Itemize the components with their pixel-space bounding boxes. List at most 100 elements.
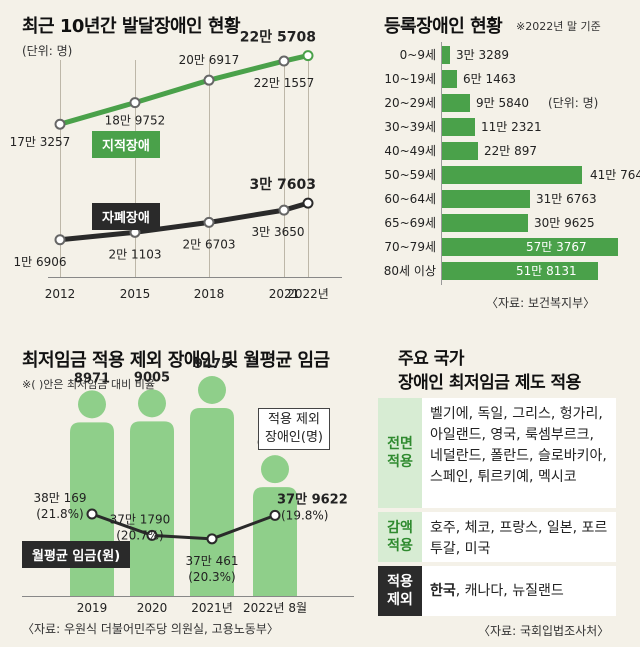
trend-x-axis <box>48 277 342 278</box>
person-figure <box>190 376 234 596</box>
trend-unit: (단위: 명) <box>22 44 73 58</box>
age-value: 22만 897 <box>484 144 538 158</box>
gridline <box>60 60 61 277</box>
age-value: 3만 3289 <box>456 48 510 62</box>
figure-body <box>253 487 297 596</box>
wage-point <box>86 508 98 520</box>
age-label: 50~59세 <box>384 168 436 182</box>
age-label: 70~79세 <box>384 240 436 254</box>
age-label: 65~69세 <box>384 216 436 230</box>
age-row: 80세 이상 51만 8131 <box>0 262 640 280</box>
age-row: 30~39세 11만 2321 <box>0 118 640 136</box>
data-point <box>203 74 215 86</box>
system-source: 〈자료: 국회입법조사처〉 <box>478 624 610 638</box>
wage-ratio: (21.8%) <box>36 507 83 521</box>
period-label: 2022년 8월 <box>243 601 307 615</box>
x-tick-label: 2018 <box>194 287 225 301</box>
system-title-line2: 장애인 최저임금 제도 적용 <box>398 373 581 393</box>
age-label: 60~64세 <box>384 192 436 206</box>
wage-line <box>91 512 276 541</box>
wage-value: 38만 169 <box>33 491 86 505</box>
age-value: 57만 3767 <box>526 240 587 254</box>
age-label: 40~49세 <box>384 144 436 158</box>
wage-note: ※( )안은 최저임금 대비 비율 <box>22 378 155 391</box>
age-title: 등록장애인 현황 <box>384 16 503 37</box>
persons-label: 적용 제외 장애인(명) <box>258 408 330 450</box>
age-bar <box>442 262 598 280</box>
persons-value: 9475 <box>194 357 230 372</box>
age-bar <box>442 166 582 184</box>
system-row-full: 전면 적용 벨기에, 독일, 그리스, 헝가리, 아일랜드, 영국, 룩셈부르크… <box>378 398 616 508</box>
person-figure <box>130 389 174 596</box>
age-label: 10~19세 <box>384 72 436 86</box>
age-note: ※2022년 말 기준 <box>516 20 601 33</box>
wage-ratio: (20.7%) <box>116 528 163 542</box>
countries-full: 벨기에, 독일, 그리스, 헝가리, 아일랜드, 영국, 룩셈부르크, 네덜란드… <box>422 398 616 508</box>
persons-value: 9005 <box>134 370 170 385</box>
age-bar <box>442 94 470 112</box>
figure-head <box>78 390 106 419</box>
x-tick-label: 2022년 <box>287 287 329 301</box>
country-korea: 한국 <box>430 582 456 599</box>
person-figure <box>253 455 297 596</box>
data-label: 1만 6906 <box>13 255 66 269</box>
data-point <box>203 216 215 228</box>
wage-value: 37만 9622 <box>277 491 348 507</box>
gridline <box>284 60 285 277</box>
data-point <box>129 97 141 109</box>
period-label: 2019 <box>77 601 108 615</box>
data-label: 22만 5708 <box>240 30 316 46</box>
wage-value: 37만 1790 <box>110 512 171 526</box>
legend-autism: 자폐장애 <box>92 203 160 230</box>
gridline <box>308 60 309 277</box>
system-row-excluded: 적용 제외 한국, 캐나다, 뉴질랜드 <box>378 566 616 616</box>
persons-value: 8971 <box>74 371 110 386</box>
figure-head <box>198 376 226 404</box>
age-bar <box>442 142 478 160</box>
age-bar <box>442 190 530 208</box>
age-source: 〈자료: 보건복지부〉 <box>486 296 596 310</box>
category-full: 전면 적용 <box>378 398 422 508</box>
age-bar <box>442 46 450 64</box>
x-tick-label: 2015 <box>120 287 151 301</box>
age-row: 0~9세 3만 3289 <box>0 46 640 64</box>
age-label: 20~29세 <box>384 96 436 110</box>
age-label: 0~9세 <box>399 48 436 62</box>
age-bar <box>442 214 528 232</box>
gridline <box>135 60 136 277</box>
age-row: 65~69세 30만 9625 <box>0 214 640 232</box>
age-value: 6만 1463 <box>463 72 517 86</box>
data-label: 20만 6917 <box>179 53 240 67</box>
wage-ratio: (20.3%) <box>188 570 235 584</box>
figure-head <box>138 389 166 418</box>
trend-title: 최근 10년간 발달장애인 현황 <box>22 16 241 37</box>
wage-ratio: (19.8%) <box>281 508 328 522</box>
x-tick-label: 2021 <box>269 287 300 301</box>
wage-title: 최저임금 적용 제외 장애인 및 월평균 임금 <box>22 350 330 371</box>
data-point <box>54 234 66 246</box>
countries-excluded: 한국, 캐나다, 뉴질랜드 <box>422 566 616 616</box>
data-label: 3만 7603 <box>250 177 316 193</box>
age-value: 51만 8131 <box>516 264 577 278</box>
age-bar <box>442 118 475 136</box>
category-reduced: 감액 적용 <box>378 512 422 562</box>
age-bar <box>442 70 457 88</box>
wage-source: 〈자료: 우원식 더불어민주당 의원실, 고용노동부〉 <box>22 622 279 636</box>
age-row: 50~59세 41만 764 <box>0 166 640 184</box>
age-label: 80세 이상 <box>383 264 436 278</box>
system-title-line1: 주요 국가 <box>398 349 464 369</box>
data-point <box>302 197 314 209</box>
figure-body <box>130 421 174 596</box>
system-row-reduced: 감액 적용 호주, 체코, 프랑스, 일본, 포르투갈, 미국 <box>378 512 616 562</box>
data-label: 2만 1103 <box>108 247 161 261</box>
age-axis <box>441 42 442 285</box>
data-label: 2만 6703 <box>182 237 235 251</box>
data-point <box>54 118 66 130</box>
data-label: 17만 3257 <box>10 135 71 149</box>
countries-excluded-rest: , 캐나다, 뉴질랜드 <box>455 582 564 599</box>
age-value: 9만 5840 <box>476 96 530 110</box>
age-unit: (단위: 명) <box>548 96 599 110</box>
legend-intellectual: 지적장애 <box>92 131 160 158</box>
age-row: 40~49세 22만 897 <box>0 142 640 160</box>
